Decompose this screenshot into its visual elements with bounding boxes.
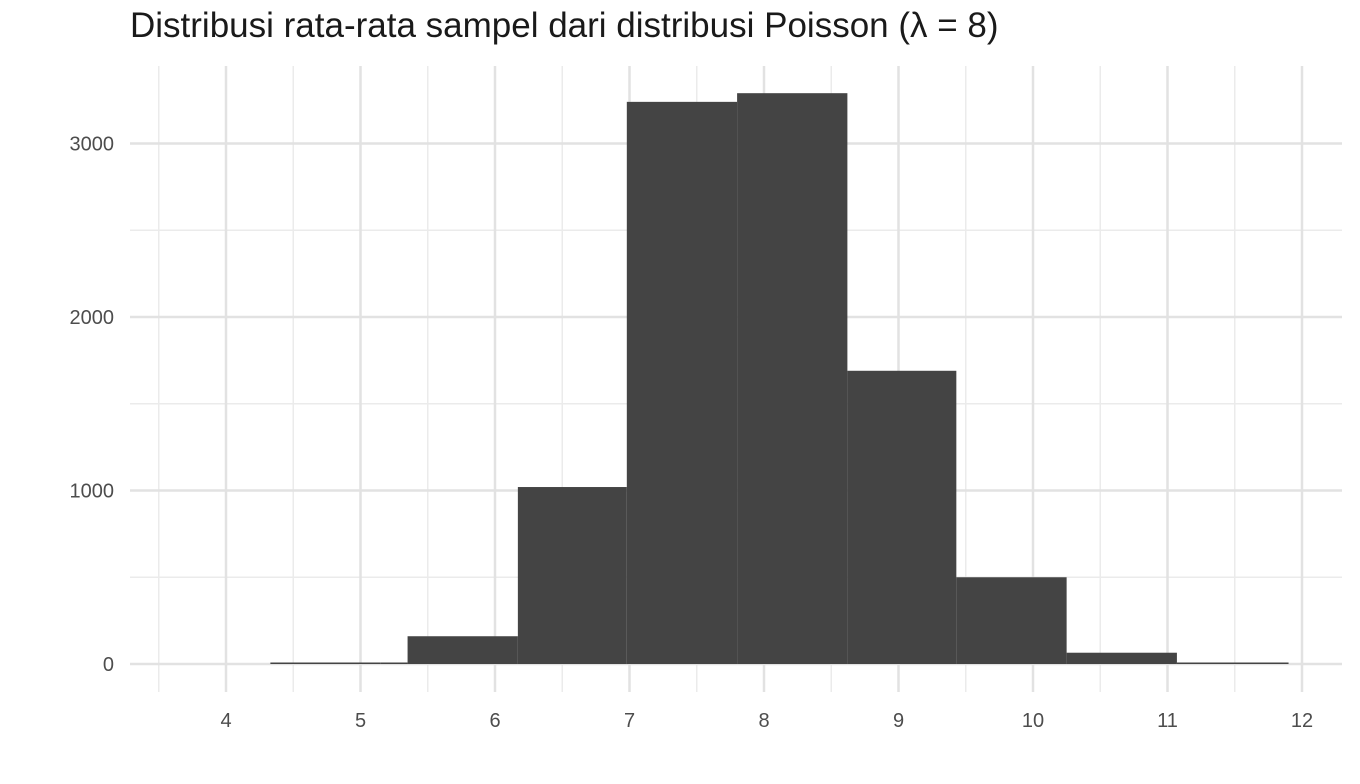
x-tick-label: 8 <box>758 710 769 732</box>
y-axis-tick-labels: 0 1000 2000 3000 <box>70 134 115 677</box>
histogram-bar <box>517 487 627 664</box>
x-tick-label: 4 <box>220 710 231 732</box>
histogram-bar <box>626 101 738 665</box>
histogram-bar <box>956 577 1067 664</box>
y-tick-label: 0 <box>103 654 114 676</box>
chart-title: Distribusi rata-rata sampel dari distrib… <box>130 6 999 45</box>
x-tick-label: 6 <box>489 710 500 732</box>
histogram-bar <box>737 93 848 664</box>
x-tick-label: 7 <box>624 710 635 732</box>
x-tick-label: 11 <box>1157 710 1178 732</box>
x-tick-label: 10 <box>1022 710 1044 732</box>
x-axis-tick-labels: 4 5 6 7 8 9 10 11 12 <box>220 710 1313 732</box>
y-tick-label: 2000 <box>70 307 115 329</box>
histogram-bars <box>270 93 1289 665</box>
x-tick-label: 12 <box>1291 710 1313 732</box>
y-tick-label: 3000 <box>70 134 115 156</box>
x-tick-label: 9 <box>893 710 904 732</box>
x-tick-label: 5 <box>355 710 366 732</box>
histogram-bar <box>1176 662 1289 664</box>
histogram-bar <box>380 662 408 664</box>
histogram-bar <box>407 636 518 664</box>
histogram-bar <box>847 370 957 664</box>
y-tick-label: 1000 <box>70 481 115 503</box>
histogram-bar <box>270 662 381 664</box>
histogram-bar <box>1066 652 1177 664</box>
